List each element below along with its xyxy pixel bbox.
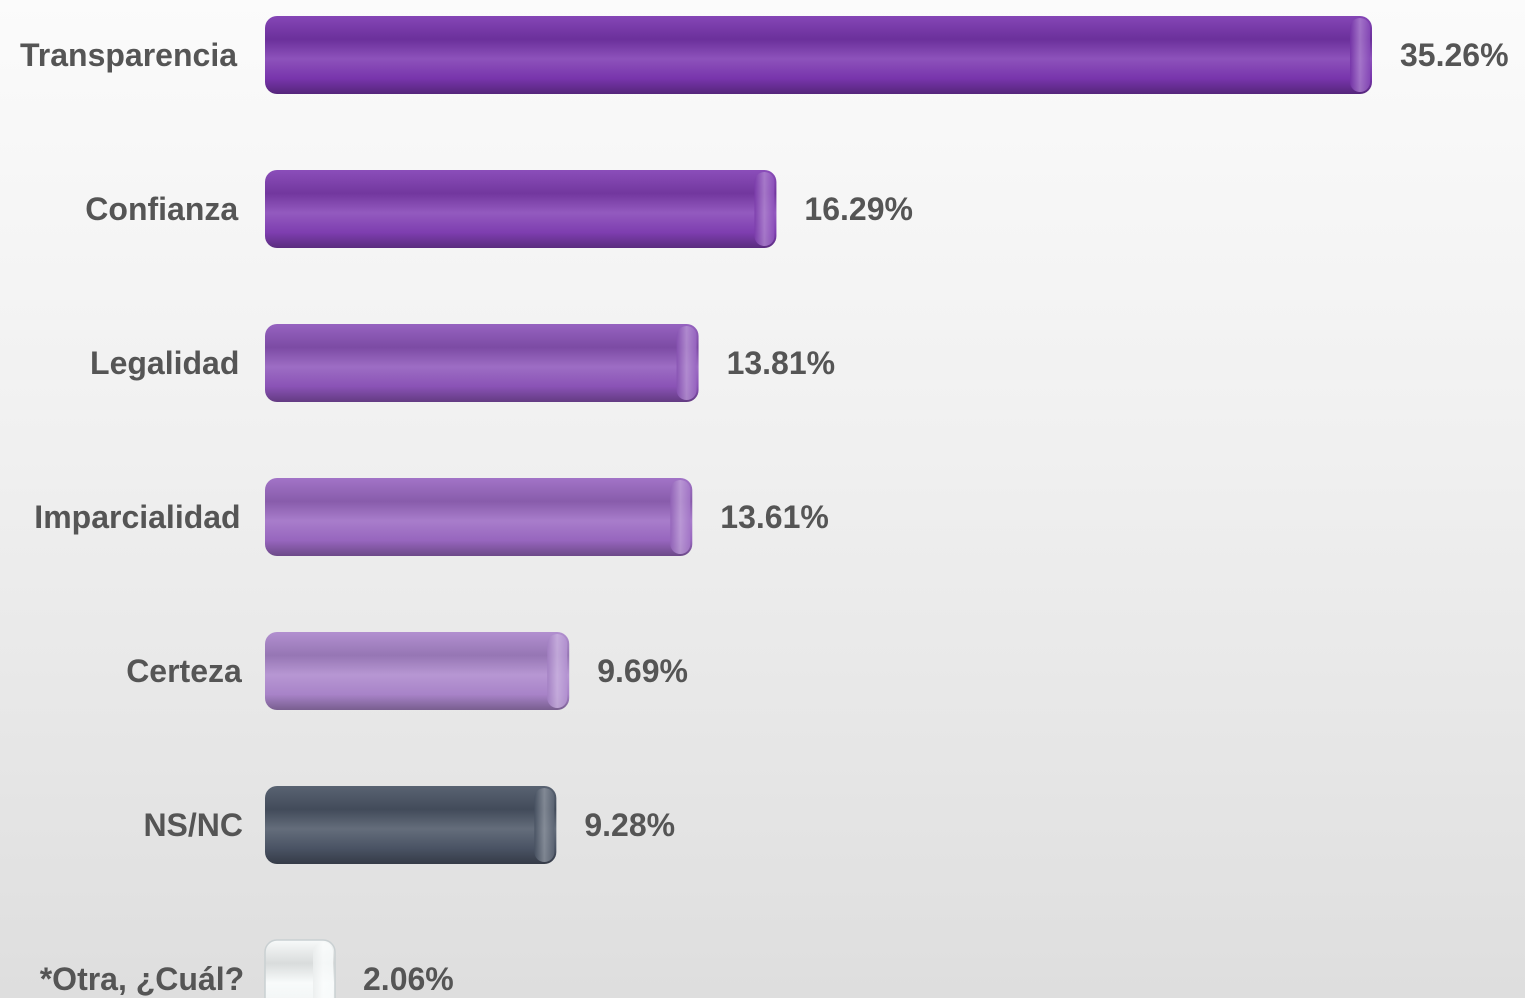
bar-end-cap <box>313 942 333 998</box>
category-label: Confianza <box>85 191 238 227</box>
bar-end-cap <box>547 634 567 708</box>
bar-imparcialidad <box>265 478 692 556</box>
value-label: 35.26% <box>1400 37 1509 73</box>
value-label: 13.61% <box>720 499 829 535</box>
bar-end-cap <box>670 480 690 554</box>
value-label: 16.29% <box>804 191 913 227</box>
bar-end-cap <box>677 326 697 400</box>
bar-end-cap <box>754 172 774 246</box>
value-label: 9.69% <box>597 653 688 689</box>
bar-end-cap <box>1350 18 1370 92</box>
category-labels: Transparencia Confianza Legalidad Imparcial… <box>20 37 244 997</box>
category-label: Certeza <box>126 653 242 689</box>
bar-transparencia <box>265 16 1372 94</box>
value-label: 9.28% <box>584 807 675 843</box>
bar-end-cap <box>534 788 554 862</box>
value-label: 2.06% <box>363 961 454 997</box>
category-label: NS/NC <box>143 807 243 843</box>
bar-certeza <box>265 632 569 710</box>
category-label: Transparencia <box>20 37 237 73</box>
bar-confianza <box>265 170 776 248</box>
value-label: 13.81% <box>727 345 836 381</box>
bar-legalidad <box>265 324 699 402</box>
category-label: *Otra, ¿Cuál? <box>40 961 244 997</box>
category-label: Imparcialidad <box>34 499 240 535</box>
bar-ns-nc <box>265 786 556 864</box>
category-label: Legalidad <box>90 345 239 381</box>
